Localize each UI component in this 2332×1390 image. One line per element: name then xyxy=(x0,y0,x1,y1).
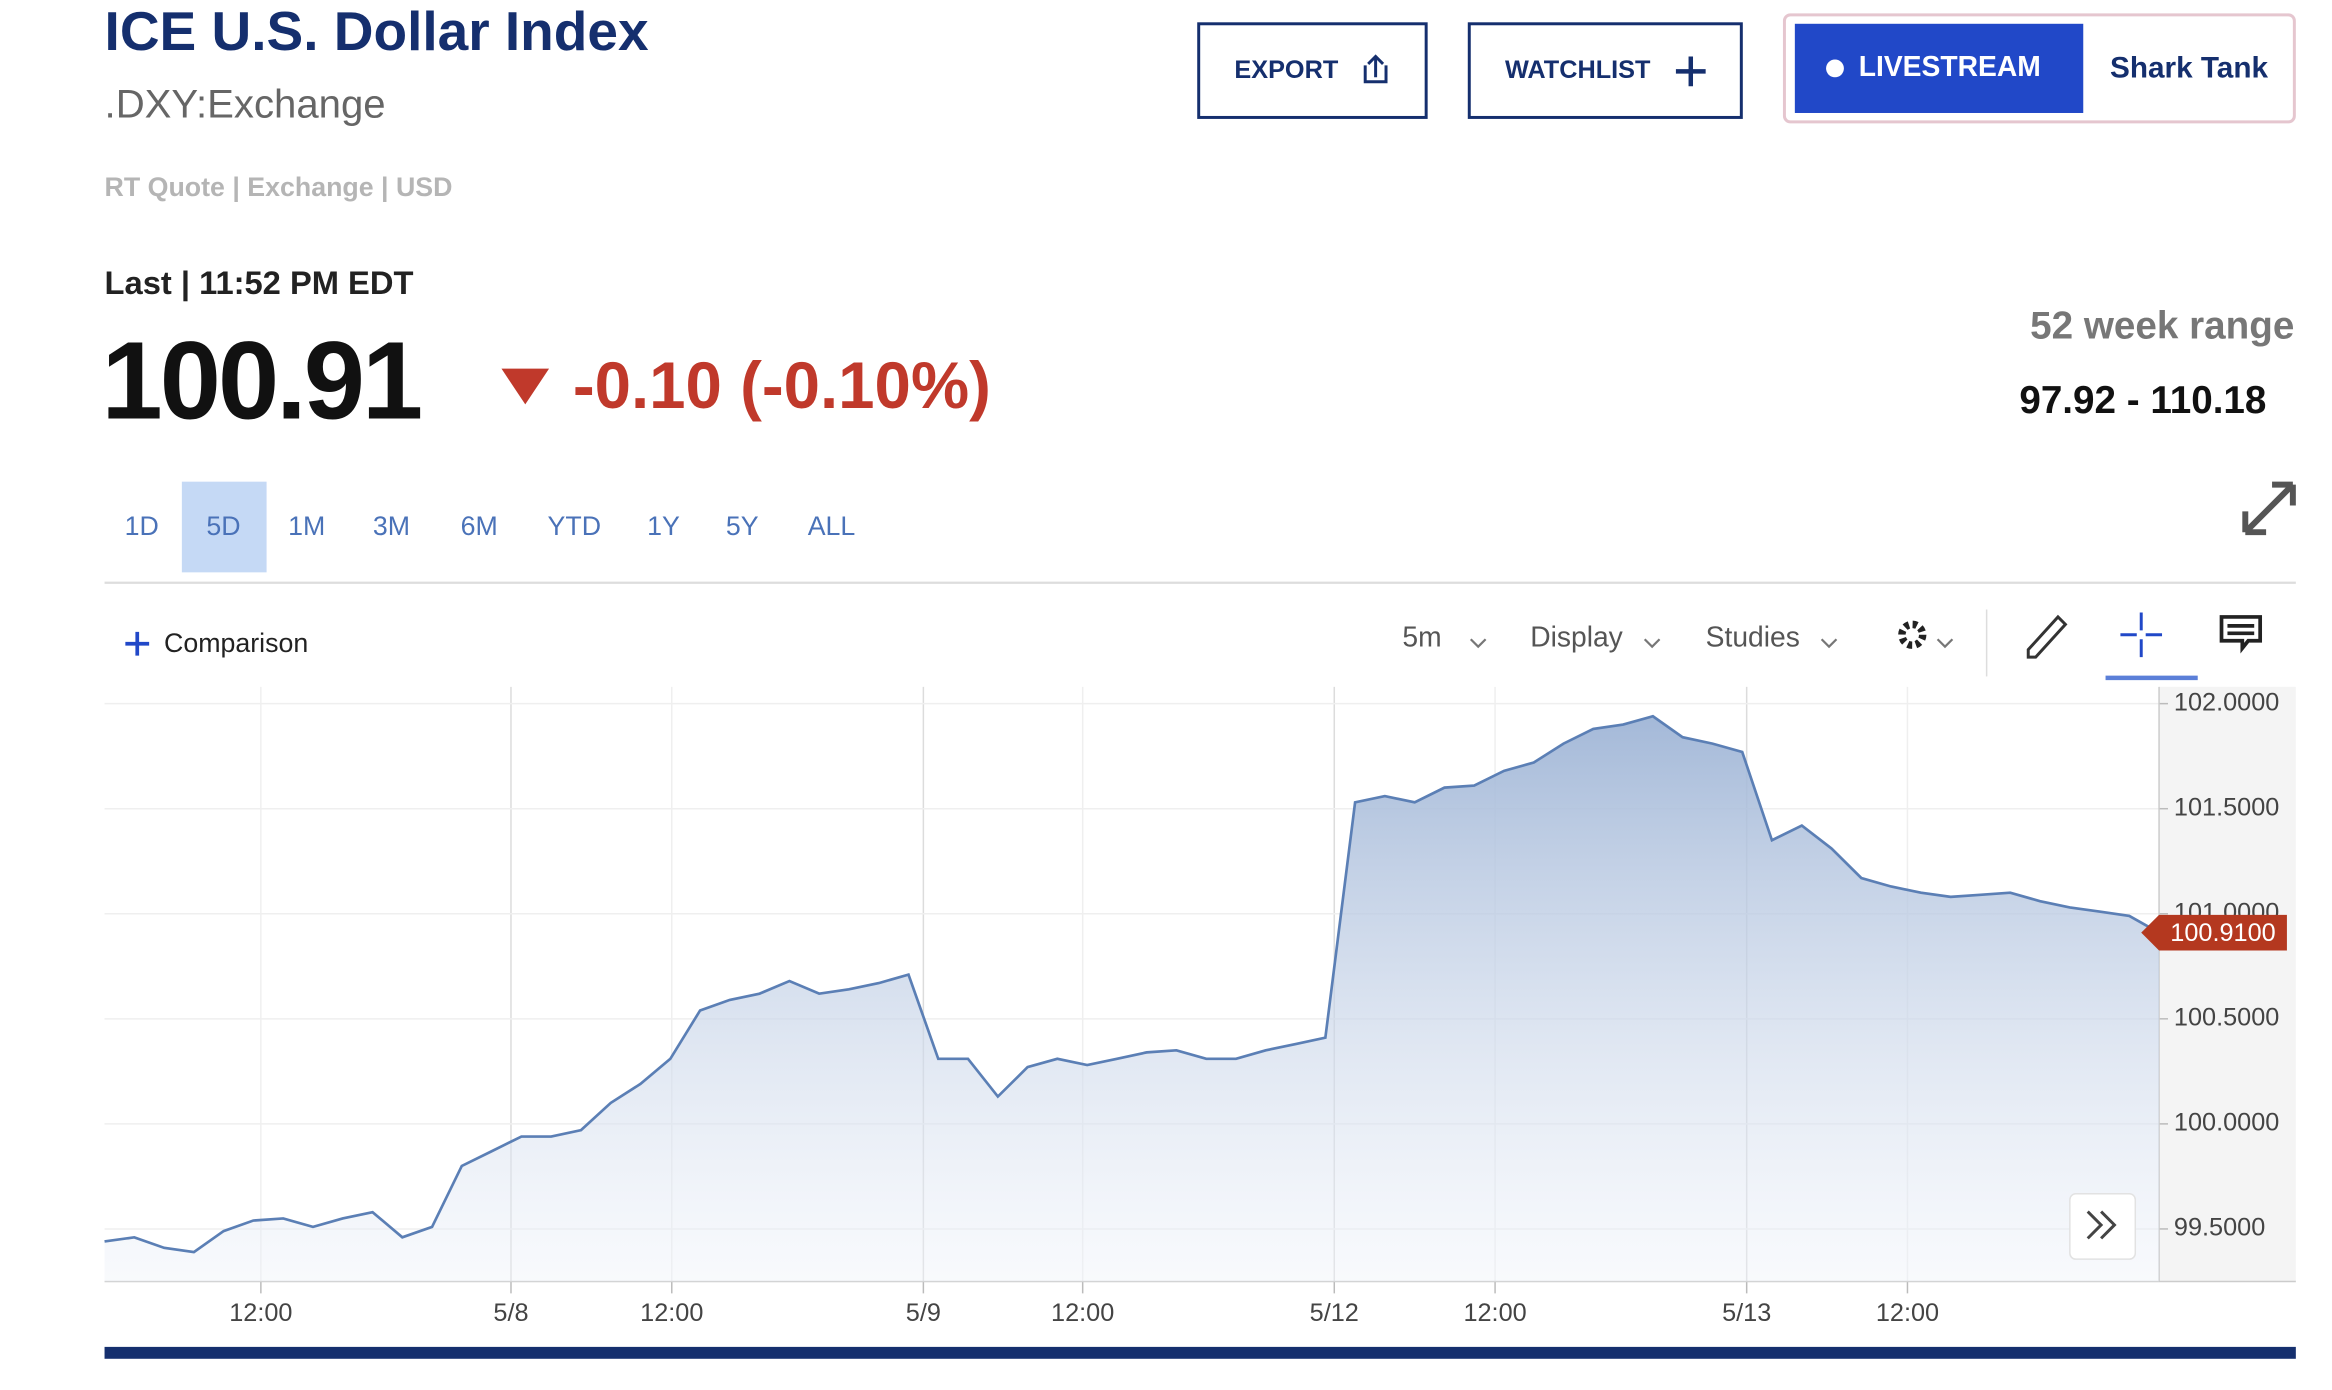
button-label: LIVESTREAM xyxy=(1859,50,2041,82)
button-label: EXPORT xyxy=(1234,56,1338,84)
down-arrow xyxy=(501,368,550,405)
x-tick-label: 12:00 xyxy=(1876,1299,1939,1327)
area-fill xyxy=(104,716,2160,1282)
last-price-label: 100.9100 xyxy=(2170,919,2275,947)
y-axis-panel xyxy=(2159,686,2296,1282)
chevrons xyxy=(1469,638,1954,649)
period-tab[interactable]: 1M xyxy=(288,511,325,541)
period-tab[interactable]: 1Y xyxy=(647,511,680,541)
page-title: ICE U.S. Dollar Index xyxy=(105,0,649,62)
y-tick-label: 99.5000 xyxy=(2174,1214,2265,1242)
settings-icon[interactable] xyxy=(1898,620,1927,649)
quote-meta: RT Quote | Exchange | USD xyxy=(105,172,453,202)
period-tab[interactable]: 5D xyxy=(206,511,240,541)
last-time: Last | 11:52 PM EDT xyxy=(105,264,414,301)
y-tick-label: 100.5000 xyxy=(2174,1003,2279,1031)
interval-menu[interactable]: 5m xyxy=(1402,621,1441,653)
live-dot xyxy=(1826,59,1844,78)
x-tick-label: 12:00 xyxy=(1051,1299,1114,1327)
display-menu[interactable]: Display xyxy=(1530,621,1623,653)
period-tab[interactable]: 6M xyxy=(461,511,498,541)
x-tick-label: 12:00 xyxy=(229,1299,292,1327)
y-tick-label: 102.0000 xyxy=(2174,688,2279,716)
y-tick-label: 101.5000 xyxy=(2174,793,2279,821)
button-frame xyxy=(1197,22,1428,119)
plus-icon xyxy=(125,631,150,656)
symbol: .DXY:Exchange xyxy=(105,82,386,127)
show-link[interactable]: Shark Tank xyxy=(2110,52,2268,85)
x-tick-label: 5/13 xyxy=(1722,1299,1771,1327)
expand-icon[interactable] xyxy=(2242,481,2296,536)
period-tab[interactable]: YTD xyxy=(548,511,601,541)
footer-bar xyxy=(104,1346,2296,1359)
last-price-tag xyxy=(2141,914,2287,951)
period-tab[interactable]: 1D xyxy=(125,511,159,541)
period-tabs: 1D 5D 1M 3M 6M YTD 1Y 5Y ALL xyxy=(125,481,856,573)
watchlist-button[interactable]: WATCHLIST xyxy=(1467,22,1743,119)
plus-icon xyxy=(1675,56,1706,87)
chevron-icon xyxy=(2086,1210,2117,1240)
price: 100.91 xyxy=(102,320,421,443)
button-label: WATCHLIST xyxy=(1505,56,1651,84)
y-tick-label: 100.0000 xyxy=(2174,1109,2279,1137)
button-frame xyxy=(2069,1193,2137,1260)
x-tick-label: 5/8 xyxy=(493,1299,528,1327)
export-button[interactable]: EXPORT xyxy=(1197,22,1428,119)
crosshair-icon[interactable] xyxy=(2120,612,2163,658)
studies-menu[interactable]: Studies xyxy=(1706,621,1800,653)
week-range: 97.92 - 110.18 xyxy=(2019,379,2266,422)
price-change: -0.10 (-0.10%) xyxy=(573,349,991,422)
period-tab[interactable]: 5Y xyxy=(726,511,759,541)
livestream-button[interactable]: LIVESTREAM xyxy=(1794,23,2084,113)
price-chart: 12:00 5/8 12:00 5/9 12:00 5/12 12:00 5/13 12:00 9… xyxy=(104,686,2296,1327)
period-tab[interactable]: ALL xyxy=(808,511,856,541)
period-tab[interactable]: 3M xyxy=(373,511,410,541)
active-tab xyxy=(181,481,267,573)
x-tick-label: 5/9 xyxy=(906,1299,941,1327)
x-tick-label: 12:00 xyxy=(640,1299,703,1327)
scroll-right-button[interactable] xyxy=(2069,1193,2137,1260)
export-icon xyxy=(1363,54,1388,84)
draw-icon[interactable] xyxy=(2026,614,2068,659)
range-label: 52 week range xyxy=(2030,305,2294,348)
x-tick-label: 12:00 xyxy=(1463,1299,1526,1327)
price-line xyxy=(104,714,2160,1254)
comment-icon[interactable] xyxy=(2219,615,2263,654)
x-tick-label: 5/12 xyxy=(1310,1299,1359,1327)
comparison-button[interactable]: Comparison xyxy=(164,628,308,658)
